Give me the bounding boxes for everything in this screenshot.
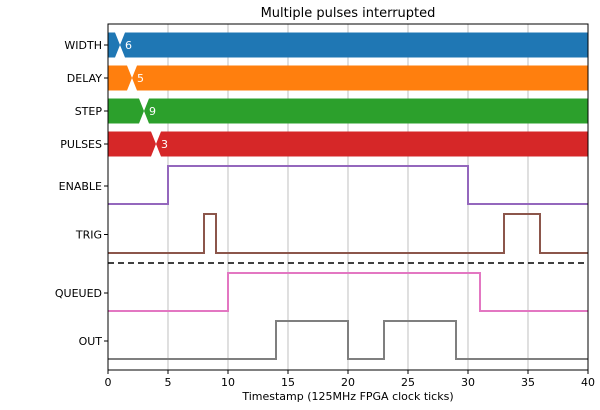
y-tick-label: PULSES <box>60 138 102 151</box>
bus-segment-after <box>120 32 588 58</box>
bus-segment-after <box>156 131 588 157</box>
x-tick-label: 5 <box>165 376 172 389</box>
bus-segment-before <box>108 131 156 157</box>
bus-segment-before <box>108 65 132 91</box>
chart-title: Multiple pulses interrupted <box>261 6 436 21</box>
bus-segment-before <box>108 98 144 124</box>
x-axis: 0 5 10 15 20 25 30 35 40 <box>105 370 595 389</box>
x-tick-label: 30 <box>461 376 475 389</box>
x-tick-label: 0 <box>105 376 112 389</box>
signal-trace <box>108 213 588 254</box>
x-tick-label: 10 <box>221 376 235 389</box>
x-tick-label: 15 <box>281 376 295 389</box>
signal-rows <box>108 165 588 360</box>
y-axis-labels: WIDTH DELAY STEP PULSES ENABLE TRIG QUEUED OUT <box>55 39 108 348</box>
bus-rows: 6 5 9 3 <box>108 32 588 157</box>
bus-value-label: 6 <box>125 39 132 52</box>
bus-value-label: 5 <box>137 72 144 85</box>
y-tick-label: OUT <box>79 335 103 348</box>
y-tick-label: DELAY <box>67 72 102 85</box>
x-axis-label: Timestamp (125MHz FPGA clock ticks) <box>241 390 453 403</box>
x-tick-label: 35 <box>521 376 535 389</box>
y-tick-label: QUEUED <box>55 287 102 300</box>
x-tick-label: 20 <box>341 376 355 389</box>
x-tick-label: 25 <box>401 376 415 389</box>
bus-value-label: 9 <box>149 105 156 118</box>
signal-trace <box>108 272 588 312</box>
bus-segment-after <box>144 98 588 124</box>
y-tick-label: ENABLE <box>59 180 102 193</box>
y-tick-label: WIDTH <box>64 39 102 52</box>
x-tick-label: 40 <box>581 376 595 389</box>
signal-trace <box>108 165 588 205</box>
bus-segment-before <box>108 32 120 58</box>
signal-trace <box>108 320 588 360</box>
y-tick-label: STEP <box>75 105 103 118</box>
bus-segment-after <box>132 65 588 91</box>
y-tick-label: TRIG <box>75 229 102 242</box>
bus-value-label: 3 <box>161 138 168 151</box>
